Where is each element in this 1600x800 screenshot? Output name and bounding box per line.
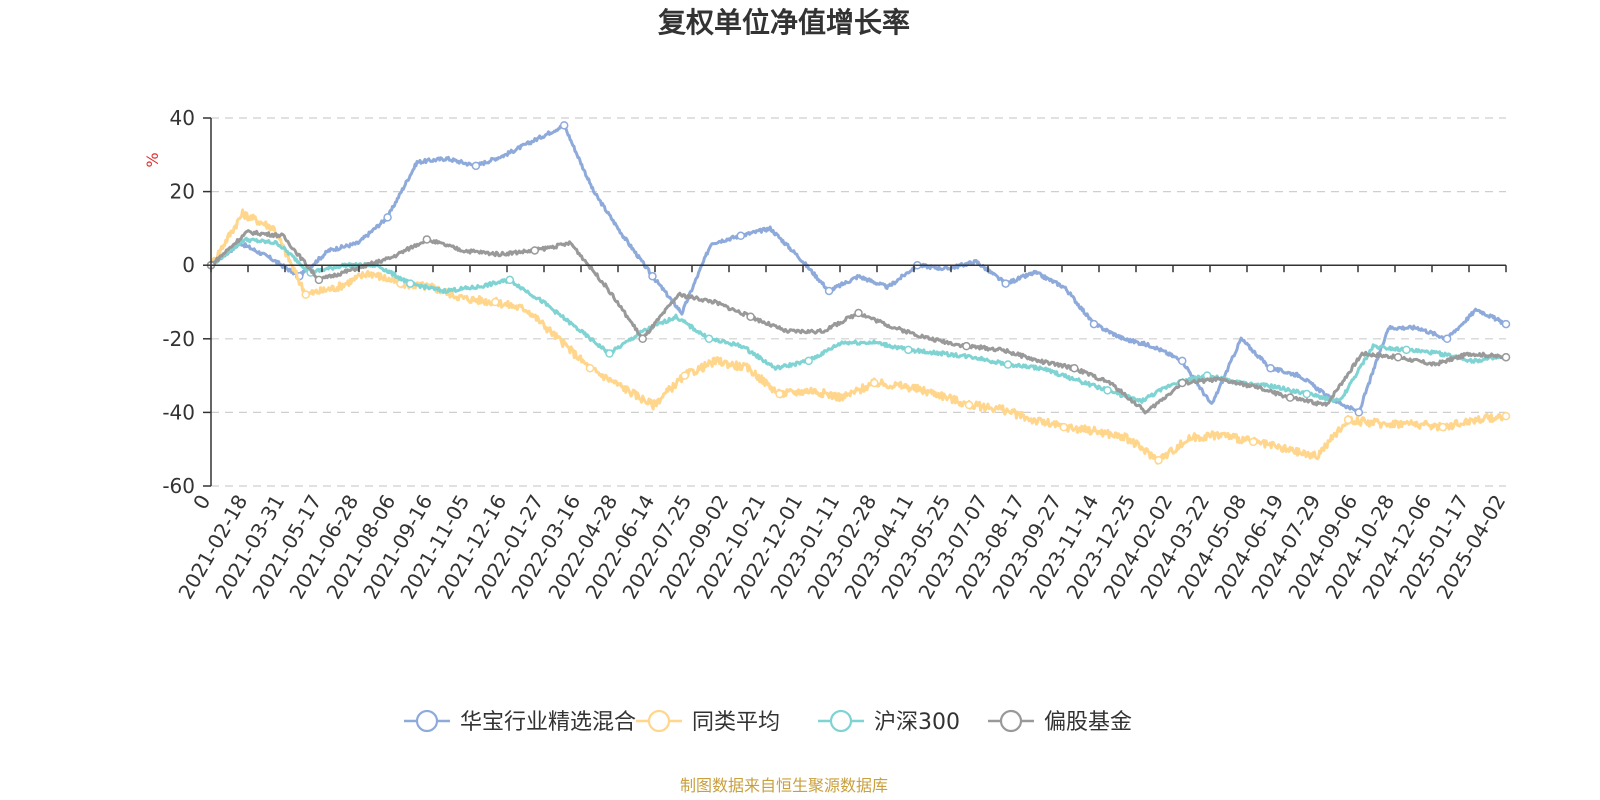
y-tick-label: 0 bbox=[182, 253, 195, 277]
series-point-3 bbox=[1393, 352, 1403, 362]
series-point-2 bbox=[1402, 345, 1411, 355]
legend-label: 同类平均 bbox=[692, 710, 780, 735]
y-tick-label: 40 bbox=[170, 106, 195, 130]
series-point-2 bbox=[1103, 386, 1112, 395]
series-point-1 bbox=[1343, 415, 1353, 425]
axes-layer: 40200-20-40-6002021-02-182021-03-312021-… bbox=[162, 106, 1510, 603]
series-point-3 bbox=[746, 312, 755, 321]
series-point-1 bbox=[1059, 422, 1069, 432]
y-tick-label: -40 bbox=[162, 400, 195, 424]
series-point-0 bbox=[736, 231, 746, 241]
chart-title: 复权单位净值增长率 bbox=[658, 6, 910, 39]
series-point-2 bbox=[904, 345, 913, 355]
series-line-3 bbox=[209, 229, 1508, 415]
legend-marker-icon bbox=[415, 709, 439, 733]
series-point-3 bbox=[422, 235, 432, 244]
series-point-0 bbox=[559, 121, 569, 130]
series-point-0 bbox=[1001, 279, 1010, 288]
series-point-2 bbox=[405, 279, 415, 288]
y-tick-label: 20 bbox=[170, 180, 195, 204]
source-note: 制图数据来自恒生聚源数据库 bbox=[680, 776, 888, 795]
x-tick-label-origin: 0 bbox=[188, 491, 215, 514]
series-point-1 bbox=[585, 363, 595, 373]
series-point-3 bbox=[638, 334, 647, 344]
series-point-0 bbox=[1089, 319, 1099, 329]
legend-item-0[interactable]: 华宝行业精选混合 bbox=[404, 709, 636, 735]
y-axis-unit-label: % bbox=[143, 152, 162, 167]
series-point-2 bbox=[704, 334, 714, 344]
grid-layer bbox=[211, 117, 1506, 487]
series-point-1 bbox=[870, 378, 879, 388]
y-tick-label: -20 bbox=[162, 327, 195, 351]
y-tick-label: -60 bbox=[162, 474, 195, 498]
legend-item-1[interactable]: 同类平均 bbox=[636, 709, 780, 735]
legend-label: 华宝行业精选混合 bbox=[460, 710, 636, 735]
series-line-2 bbox=[210, 236, 1507, 404]
legend[interactable]: 华宝行业精选混合 同类平均 沪深300 偏股基金 bbox=[404, 709, 1132, 735]
series-point-1 bbox=[775, 389, 784, 399]
series-point-1 bbox=[1438, 422, 1448, 432]
series-point-3 bbox=[1285, 393, 1295, 402]
legend-marker-icon bbox=[647, 709, 671, 733]
series-point-3 bbox=[962, 341, 971, 351]
series-point-1 bbox=[964, 400, 974, 410]
legend-marker-icon bbox=[829, 709, 853, 733]
series-point-0 bbox=[1178, 356, 1187, 366]
series-line-0 bbox=[209, 123, 1507, 415]
series-point-1 bbox=[491, 297, 500, 307]
series-point-1 bbox=[680, 371, 690, 380]
legend-item-2[interactable]: 沪深300 bbox=[818, 709, 960, 735]
series-point-2 bbox=[804, 356, 813, 366]
series-layer bbox=[206, 121, 1511, 465]
series-point-0 bbox=[824, 286, 834, 296]
legend-label: 偏股基金 bbox=[1044, 710, 1132, 735]
series-point-3 bbox=[530, 246, 539, 255]
series-point-0 bbox=[1442, 334, 1452, 344]
series-point-0 bbox=[1501, 319, 1511, 329]
series-point-1 bbox=[301, 290, 311, 299]
legend-label: 沪深300 bbox=[874, 710, 960, 735]
series-point-3 bbox=[1178, 378, 1187, 388]
series-point-2 bbox=[1003, 360, 1013, 369]
series-line-1 bbox=[209, 208, 1507, 465]
series-point-3 bbox=[1501, 352, 1511, 362]
legend-item-3[interactable]: 偏股基金 bbox=[988, 709, 1132, 735]
series-point-0 bbox=[1266, 363, 1275, 373]
series-point-2 bbox=[1302, 389, 1312, 399]
series-point-0 bbox=[471, 161, 481, 171]
series-point-0 bbox=[1354, 408, 1364, 417]
series-point-0 bbox=[383, 213, 392, 222]
series-point-2 bbox=[505, 275, 515, 285]
series-point-3 bbox=[1070, 363, 1079, 373]
series-point-3 bbox=[314, 275, 324, 285]
series-point-3 bbox=[854, 308, 863, 318]
series-point-1 bbox=[1154, 455, 1163, 465]
legend-marker-icon bbox=[999, 709, 1023, 733]
series-point-1 bbox=[1501, 411, 1511, 421]
series-point-2 bbox=[605, 349, 614, 358]
series-point-0 bbox=[648, 271, 657, 281]
series-point-1 bbox=[1249, 437, 1258, 447]
